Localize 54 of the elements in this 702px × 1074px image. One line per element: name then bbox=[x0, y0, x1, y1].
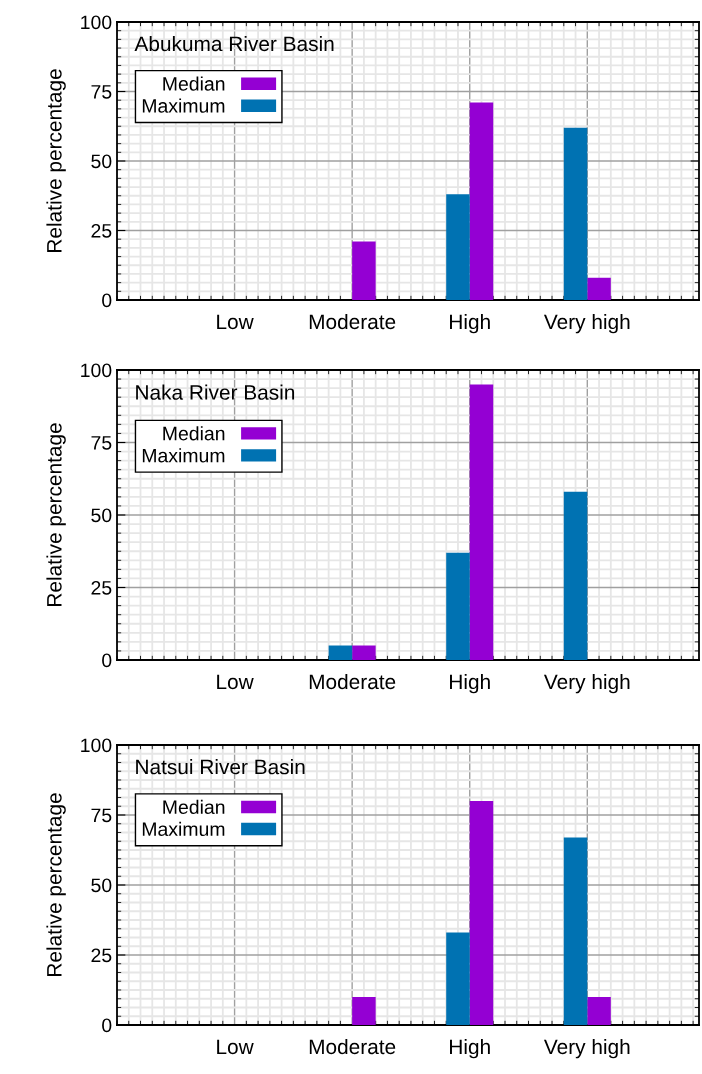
y-tick-label: 0 bbox=[102, 653, 112, 668]
y-tick-label: 0 bbox=[102, 1018, 112, 1033]
x-tick-label: Low bbox=[217, 314, 254, 330]
y-tick-label: 25 bbox=[91, 580, 112, 595]
x-tick-label: High bbox=[450, 673, 490, 694]
bar bbox=[446, 194, 470, 300]
y-tick-label: 100 bbox=[81, 738, 112, 753]
legend-label: Maximum bbox=[142, 98, 225, 113]
bar bbox=[328, 645, 353, 660]
bar bbox=[446, 552, 470, 660]
y-tick-label: 0 bbox=[102, 293, 112, 308]
y-axis-title: Relative percentage bbox=[46, 69, 66, 252]
bar bbox=[469, 384, 494, 660]
y-axis-title: Relative percentage bbox=[46, 423, 66, 606]
x-tick-label: Very high bbox=[543, 673, 630, 694]
y-tick-label: 50 bbox=[91, 508, 112, 523]
legend-label: Median bbox=[163, 799, 225, 815]
y-tick-label: 100 bbox=[81, 15, 112, 30]
y-tick-label: 100 bbox=[81, 363, 112, 378]
x-tick-label: Low bbox=[217, 1039, 254, 1055]
bar bbox=[352, 997, 376, 1025]
y-tick-label: 75 bbox=[91, 436, 112, 450]
legend-label: Median bbox=[163, 76, 225, 91]
bar bbox=[587, 277, 611, 300]
y-tick-label: 75 bbox=[91, 85, 112, 99]
x-tick-label: Very high bbox=[543, 313, 630, 334]
x-tick-label: Moderate bbox=[309, 1038, 396, 1055]
text: Naka River Basin bbox=[136, 384, 295, 400]
bar bbox=[446, 932, 470, 1025]
text: Natsui River Basin bbox=[136, 759, 305, 775]
x-tick-label: Moderate bbox=[309, 673, 396, 690]
legend-label: Maximum bbox=[142, 448, 225, 463]
x-tick-label: High bbox=[450, 313, 490, 334]
legend-label: Median bbox=[163, 426, 225, 441]
legend-label: Maximum bbox=[142, 821, 225, 837]
x-tick-label: Moderate bbox=[309, 313, 396, 330]
bar bbox=[563, 837, 588, 1025]
x-tick-label: Very high bbox=[543, 1038, 630, 1059]
y-tick-label: 50 bbox=[91, 154, 112, 169]
y-axis-title: Relative percentage bbox=[46, 793, 66, 976]
bar bbox=[352, 241, 376, 300]
y-tick-label: 25 bbox=[91, 948, 112, 963]
x-tick-label: High bbox=[450, 1038, 490, 1059]
y-tick-label: 25 bbox=[91, 223, 112, 238]
bar bbox=[469, 801, 494, 1025]
y-tick-label: 75 bbox=[91, 808, 112, 823]
bar bbox=[469, 102, 494, 300]
text: Abukuma River Basin bbox=[134, 35, 334, 52]
bar bbox=[587, 997, 611, 1025]
x-tick-label: Low bbox=[217, 674, 254, 690]
y-tick-label: 50 bbox=[91, 878, 112, 893]
bar bbox=[352, 645, 376, 660]
bar bbox=[563, 127, 588, 300]
bar bbox=[563, 491, 588, 660]
